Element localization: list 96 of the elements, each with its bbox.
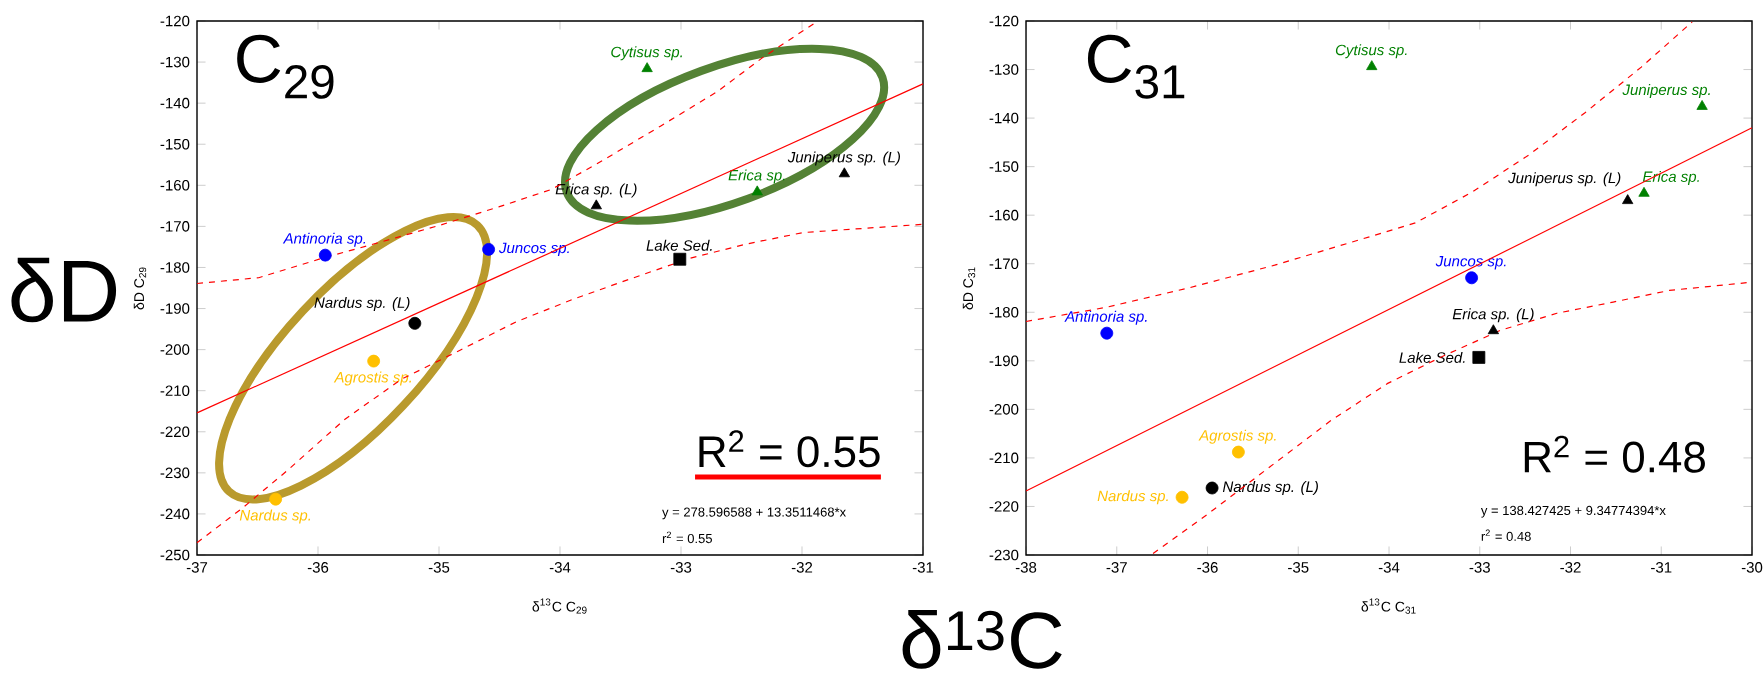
x-axis-title: δ$^{13}$C C$_{31}$ [1361, 598, 1416, 614]
series-label: Antinoria sp. [282, 232, 366, 247]
point [1231, 445, 1245, 459]
series-label: Cytisus sp. [611, 46, 682, 61]
point [1472, 351, 1486, 364]
y-tick-label: -120 [989, 15, 1019, 27]
point [269, 492, 283, 506]
y-tick-label: -180 [160, 262, 190, 273]
x-tick-label: -35 [428, 562, 450, 573]
annotation: y = 278.596588 + 13.3511468*x [662, 507, 846, 520]
x-tick-label: -37 [186, 562, 208, 573]
y-tick-label: -250 [160, 549, 190, 561]
y-tick-label: -150 [989, 161, 1019, 172]
point [1465, 271, 1478, 285]
y-axis-title: δD C$_{29}$ [133, 267, 147, 310]
x-tick-label: -34 [549, 562, 571, 573]
y-tick-label: -220 [160, 426, 190, 438]
series-label: Lake Sed. [646, 239, 712, 251]
point [482, 242, 496, 256]
point [641, 62, 653, 73]
series-label: Juniperus sp. (L) [1508, 172, 1621, 187]
series-label: Juniperus sp. [1622, 84, 1710, 99]
y-tick-label: -150 [160, 138, 190, 150]
point [751, 185, 763, 196]
chart-title: C$_{31}$ [1087, 34, 1185, 99]
point [1205, 481, 1219, 495]
y-tick-label: -170 [160, 221, 190, 232]
y-tick-label: -140 [160, 97, 190, 109]
x-tick-label: -32 [791, 562, 813, 573]
series-label: Nardus sp. [239, 509, 311, 524]
series-label: Nardus sp. (L) [1222, 481, 1318, 495]
point [1622, 194, 1634, 205]
y-tick-label: -180 [989, 306, 1019, 318]
annotation: R$^{2}$ = 0.48 [1524, 435, 1705, 473]
chart-title: C$_{29}$ [237, 34, 334, 99]
y-axis-title: δD C$_{31}$ [962, 267, 976, 310]
y-tick-label: -240 [160, 508, 190, 520]
x-tick-label: -36 [307, 562, 329, 573]
annotation: y = 138.427425 + 9.34774394*x [1480, 505, 1666, 518]
annotation: r$^{2}$ = 0.55 [662, 531, 712, 544]
series-label: Cytisus sp. [1335, 44, 1407, 59]
point [673, 252, 687, 266]
y-tick-label: -160 [989, 209, 1019, 221]
text: δD [11, 257, 117, 323]
point [367, 354, 381, 368]
x-tick-label: -31 [1651, 562, 1672, 573]
x-tick-label: -31 [912, 562, 934, 573]
y-tick-label: -170 [989, 258, 1019, 270]
series-label: Nardus sp. [1097, 490, 1168, 505]
x-tick-label: -32 [1560, 562, 1581, 573]
point [590, 199, 602, 210]
series-label: Nardus sp. (L) [314, 296, 410, 311]
y-tick-label: -210 [989, 452, 1019, 464]
y-tick-label: -210 [160, 385, 190, 397]
annotation: r$^{2}$ = 0.48 [1481, 529, 1531, 541]
series-label: Agrostis sp. [1198, 429, 1276, 444]
point [408, 316, 422, 330]
point [1696, 100, 1708, 110]
series-label: Juncos sp. [1435, 255, 1506, 270]
x-axis-title: δ$^{13}$C C$_{29}$ [532, 598, 587, 614]
point [318, 248, 332, 262]
y-tick-label: -130 [160, 56, 190, 68]
x-tick-label: -38 [1015, 562, 1037, 573]
y-tick-label: -190 [160, 303, 190, 314]
y-tick-label: -230 [160, 467, 190, 479]
x-tick-label: -35 [1288, 562, 1309, 573]
annotation: R$^{2}$ = 0.55 [699, 430, 880, 468]
line-series [196, 223, 924, 544]
point [1100, 326, 1114, 340]
series-label: Antinoria sp. [1064, 310, 1147, 325]
text: δ$^{13}$C [902, 610, 1062, 669]
y-tick-label: -230 [989, 549, 1019, 561]
series-label: Erica sp. (L) [1452, 308, 1534, 323]
y-tick-label: -160 [160, 179, 190, 191]
y-tick-label: -200 [989, 404, 1019, 415]
point [1487, 324, 1499, 335]
y-tick-label: -140 [989, 112, 1019, 124]
y-tick-label: -220 [989, 501, 1019, 512]
y-tick-label: -200 [160, 344, 190, 355]
x-tick-label: -33 [1469, 562, 1490, 573]
point [838, 167, 850, 178]
x-tick-label: -36 [1197, 562, 1218, 573]
series-label: Lake Sed. [1399, 351, 1465, 363]
series-label: Agrostis sp. [333, 371, 411, 386]
x-tick-label: -33 [670, 562, 692, 573]
y-tick-label: -130 [989, 64, 1019, 75]
y-tick-label: -190 [989, 355, 1019, 367]
point [1175, 490, 1189, 504]
x-tick-label: -30 [1741, 562, 1763, 573]
y-tick-label: -120 [160, 15, 190, 27]
series-label: Juncos sp. [498, 242, 569, 257]
point [1638, 186, 1650, 197]
point [1366, 60, 1378, 71]
x-tick-label: -34 [1378, 562, 1400, 573]
series-label: Erica sp. [728, 169, 785, 184]
x-tick-label: -37 [1106, 562, 1127, 573]
